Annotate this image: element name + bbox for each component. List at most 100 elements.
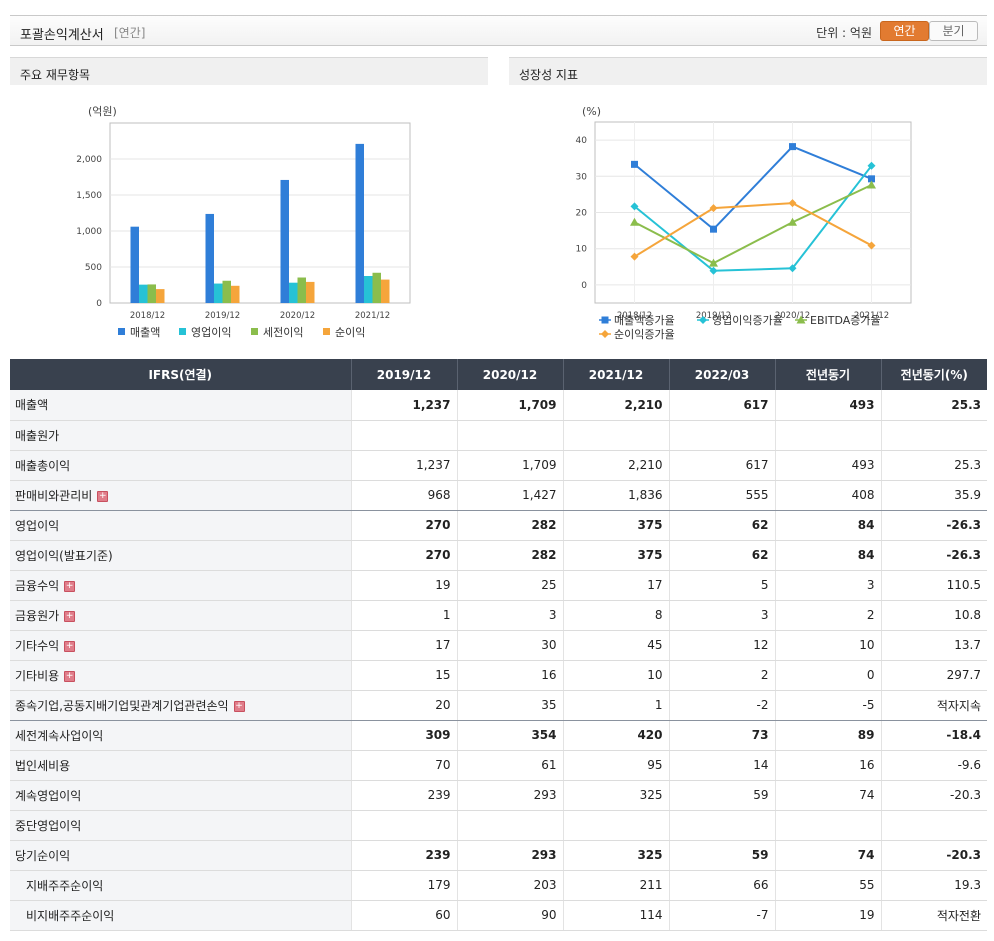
table-cell: 1 <box>350 600 457 631</box>
bar-1 <box>205 213 214 303</box>
y-tick-label: 0 <box>581 281 587 291</box>
data-point <box>867 161 876 170</box>
table-cell: 13.7 <box>880 630 987 661</box>
table-cell <box>456 420 563 451</box>
row-label: 금융수익 + <box>10 570 351 601</box>
table-cell: 1,237 <box>350 450 457 481</box>
table-cell <box>774 420 881 451</box>
tab-annual[interactable]: 연간 <box>880 21 929 41</box>
table-cell: 5 <box>668 570 775 601</box>
table-row: 판매비와관리비 +968 1,427 1,836 555 408 35.9 <box>10 480 987 511</box>
bar-4 <box>381 279 390 303</box>
expand-plus-icon[interactable]: + <box>97 490 109 502</box>
y-tick-label: 40 <box>576 136 588 146</box>
data-point <box>867 180 876 189</box>
x-tick-label: 2021/12 <box>854 311 889 321</box>
y-unit-label: (%) <box>582 105 601 118</box>
data-point <box>630 252 639 261</box>
row-label: 기타수익 + <box>10 630 351 661</box>
expand-plus-icon[interactable]: + <box>64 610 76 622</box>
table-row: 세전계속사업이익 309 354 420 73 89 -18.4 <box>10 720 987 751</box>
table-cell <box>562 420 669 451</box>
table-cell: 19.3 <box>880 870 987 901</box>
table-cell: 66 <box>668 870 775 901</box>
table-cell <box>456 810 563 841</box>
table-row: 영업이익(발표기준) 270 282 375 62 84 -26.3 <box>10 540 987 571</box>
table-cell: 25.3 <box>880 450 987 481</box>
table-cell: 59 <box>668 840 775 871</box>
bar-2 <box>364 276 373 303</box>
data-point <box>631 160 638 168</box>
table-cell: 55 <box>774 870 881 901</box>
table-cell: 59 <box>668 780 775 811</box>
x-tick-label: 2019/12 <box>205 311 240 321</box>
table-cell: 3 <box>456 600 563 631</box>
table-cell: 1 <box>562 690 669 721</box>
table-cell: 14 <box>668 750 775 781</box>
expand-plus-icon[interactable]: + <box>233 700 245 712</box>
data-point <box>788 217 797 226</box>
table-cell: 375 <box>562 510 669 541</box>
y-tick-label: 2,000 <box>76 155 102 165</box>
table-cell: 적자지속 <box>880 690 987 721</box>
table-row: 중단영업이익 <box>10 810 987 841</box>
bar-2 <box>289 282 298 303</box>
table-cell: 84 <box>774 510 881 541</box>
period-label: [연간] <box>114 26 146 40</box>
bar-3 <box>222 280 231 303</box>
table-cell: 17 <box>350 630 457 661</box>
table-cell: -26.3 <box>880 510 987 541</box>
table-cell: 19 <box>350 570 457 601</box>
table-row: 계속영업이익 239 293 325 59 74 -20.3 <box>10 780 987 811</box>
table-cell: 10.8 <box>880 600 987 631</box>
table-cell: -18.4 <box>880 720 987 751</box>
data-point <box>868 175 875 183</box>
data-point <box>789 143 796 151</box>
table-cell: -7 <box>668 900 775 931</box>
table-cell: 555 <box>668 480 775 511</box>
row-label: 금융원가 + <box>10 600 351 631</box>
bar-1 <box>355 143 364 303</box>
table-cell: 282 <box>456 540 563 571</box>
row-label: 기타비용 + <box>10 660 351 691</box>
table-cell <box>350 420 457 451</box>
row-label: 당기순이익 <box>10 840 351 871</box>
expand-plus-icon[interactable]: + <box>64 670 76 682</box>
left-panel-title: 주요 재무항목 <box>10 57 488 85</box>
y-tick-label: 1,500 <box>76 191 102 201</box>
table-cell: 968 <box>350 480 457 511</box>
table-row: 매출총이익 1,237 1,709 2,210 617 493 25.3 <box>10 450 987 481</box>
table-cell: 30 <box>456 630 563 661</box>
table-cell: 12 <box>668 630 775 661</box>
table-cell: 61 <box>456 750 563 781</box>
table-cell: 1,709 <box>456 450 563 481</box>
table-cell: 10 <box>774 630 881 661</box>
data-point <box>709 266 718 275</box>
legend-label: 영업이익증가율 <box>712 314 783 327</box>
row-label: 영업이익 <box>10 510 351 541</box>
data-point <box>709 258 718 267</box>
legend-swatch <box>323 328 330 335</box>
table-cell <box>774 810 881 841</box>
expand-plus-icon[interactable]: + <box>64 580 76 592</box>
tab-quarter[interactable]: 분기 <box>929 21 978 41</box>
table-cell <box>880 810 987 841</box>
legend-label: 매출액 <box>130 326 160 339</box>
table-cell: 2 <box>774 600 881 631</box>
table-cell: 617 <box>668 390 775 421</box>
legend-label: 영업이익 <box>191 326 231 339</box>
expand-plus-icon[interactable]: + <box>64 640 76 652</box>
right-panel-title: 성장성 지표 <box>509 57 987 85</box>
table-cell: 1,237 <box>350 390 457 421</box>
bar-3 <box>297 277 306 303</box>
bar-2 <box>214 283 223 303</box>
x-tick-label: 2018/12 <box>130 311 165 321</box>
table-cell: 493 <box>774 390 881 421</box>
table-cell: 408 <box>774 480 881 511</box>
table-cell: 19 <box>774 900 881 931</box>
table-cell: 1,427 <box>456 480 563 511</box>
bar-1 <box>130 226 139 303</box>
table-cell: 8 <box>562 600 669 631</box>
data-point <box>630 202 639 211</box>
table-cell <box>668 420 775 451</box>
